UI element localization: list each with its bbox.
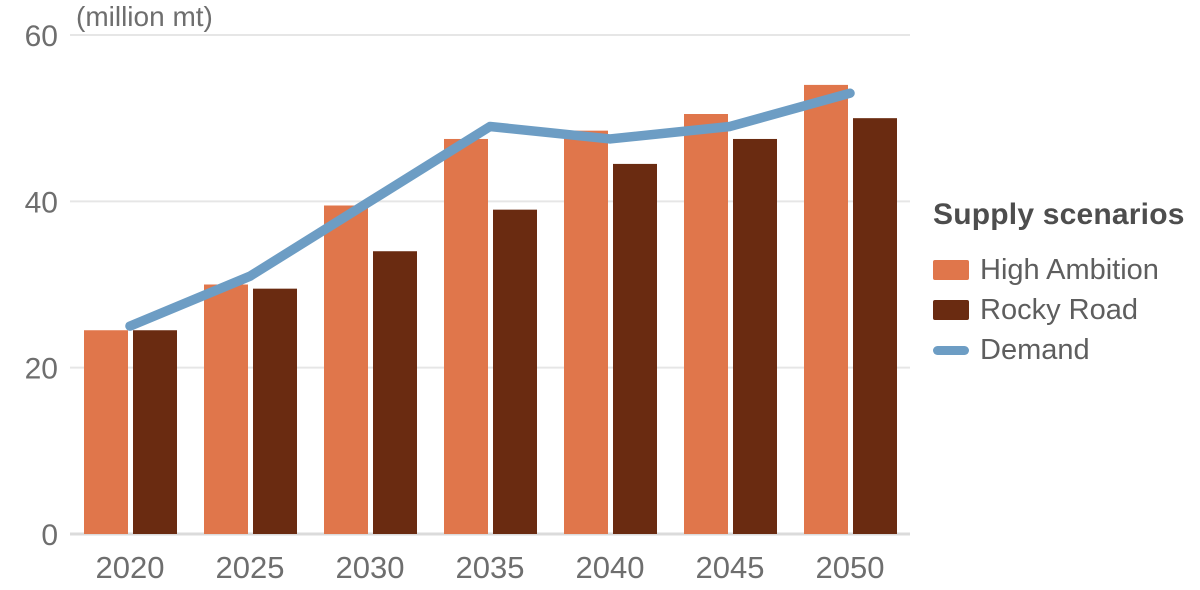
demand-line <box>125 88 855 331</box>
x-tick-label-2040: 2040 <box>576 550 645 585</box>
y-tick-label-20: 20 <box>25 353 58 386</box>
y-axis-title: (million mt) <box>76 1 213 32</box>
x-tick-label-2045: 2045 <box>696 550 765 585</box>
bar-high-ambition-2025 <box>204 284 248 534</box>
x-tick-label-2035: 2035 <box>456 550 525 585</box>
bar-rocky-road-2045 <box>733 138 777 535</box>
legend-item-rocky-road: Rocky Road <box>933 290 1193 330</box>
legend-title: Supply scenarios <box>933 198 1185 231</box>
bar-rocky-road-2040 <box>613 163 657 535</box>
x-tick-label-2025: 2025 <box>216 550 285 585</box>
bar-high-ambition-2030 <box>324 205 368 534</box>
high-ambition-swatch <box>933 260 969 280</box>
y-tick-label-60: 60 <box>25 20 58 53</box>
x-tick-label-2020: 2020 <box>96 550 165 585</box>
y-tick-label-40: 40 <box>25 186 58 219</box>
x-tick-label-2030: 2030 <box>336 550 405 585</box>
bar-high-ambition-2020 <box>84 330 128 534</box>
bar-rocky-road-2050 <box>853 118 897 535</box>
demand-line-swatch <box>933 345 969 355</box>
bar-high-ambition-2045 <box>684 114 728 534</box>
legend-label-high-ambition: High Ambition <box>980 253 1159 286</box>
legend-item-high-ambition: High Ambition <box>933 250 1193 290</box>
bar-rocky-road-2020 <box>133 330 177 534</box>
bar-high-ambition-2040 <box>564 130 608 534</box>
bar-rocky-road-2025 <box>253 288 297 534</box>
y-tick-label-0: 0 <box>41 519 58 552</box>
legend: Supply scenarios High Ambition Rocky Roa… <box>933 198 1193 370</box>
rocky-road-swatch <box>933 300 969 320</box>
bar-rocky-road-2035 <box>493 209 537 534</box>
bar-high-ambition-2035 <box>444 138 488 535</box>
legend-label-rocky-road: Rocky Road <box>980 293 1138 326</box>
legend-item-demand: Demand <box>933 330 1193 370</box>
x-tick-label-2050: 2050 <box>816 550 885 585</box>
bar-high-ambition-2050 <box>804 84 848 535</box>
legend-label-demand: Demand <box>980 333 1090 366</box>
bar-rocky-road-2030 <box>373 251 417 534</box>
